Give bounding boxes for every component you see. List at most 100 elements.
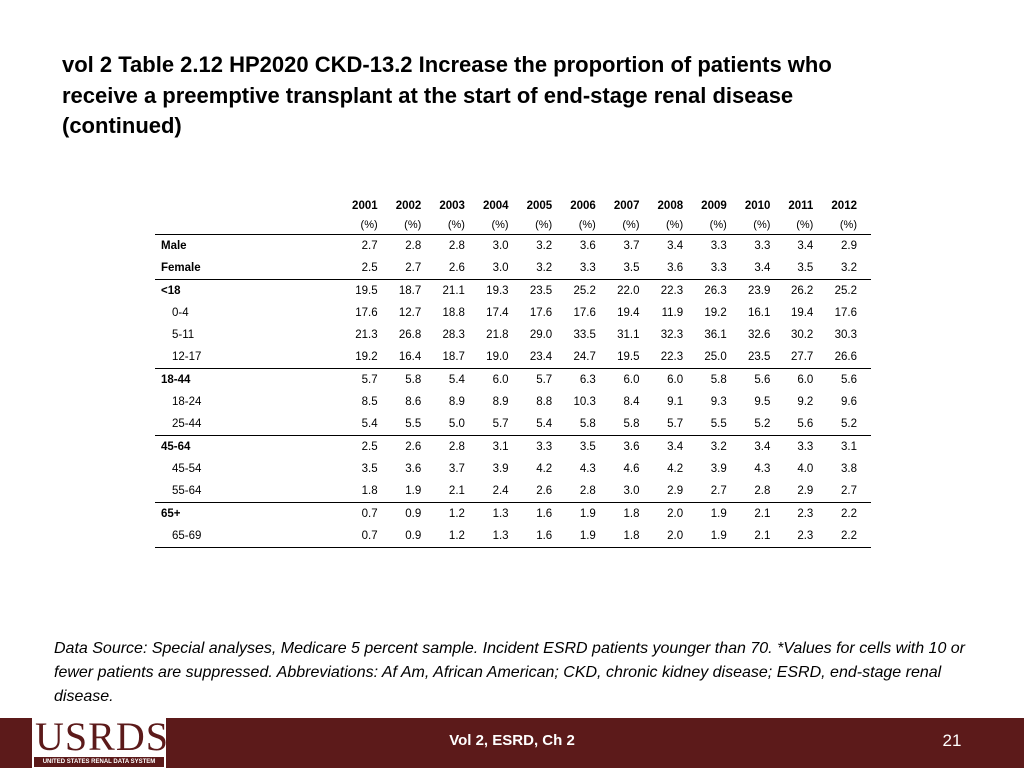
unit-header: (%) [653,216,698,235]
table-cell: 19.4 [617,307,640,319]
table-cell: 9.3 [710,396,727,408]
row-label: Female [161,262,201,274]
table-cell: 19.5 [617,351,640,363]
table-cell: 16.1 [748,307,771,319]
table-cell: 26.3 [697,279,741,302]
table-cell: 5.7 [492,418,509,430]
table-cell: 2.9 [667,485,684,497]
unit-header: (%) [566,216,610,235]
table-cell: 3.4 [653,435,698,458]
table-cell: 0.7 [348,525,392,548]
table-cell: 8.9 [448,396,465,408]
table-cell: 3.9 [492,463,509,475]
table-cell: 3.8 [841,463,857,475]
year-header: 2008 [657,200,684,212]
year-header: 2012 [831,200,857,212]
usrds-logo: USRDS UNITED STATES RENAL DATA SYSTEM [32,713,169,768]
table-cell: 6.0 [478,368,523,391]
table-cell: 2.5 [348,435,392,458]
table-cell: 17.6 [573,307,596,319]
table-cell: 5.4 [435,368,479,391]
row-label: 55-64 [172,485,202,497]
table-cell: 3.2 [536,240,553,252]
table-cell: 3.3 [754,240,771,252]
table-cell: 1.6 [522,502,567,525]
table-cell: 10.3 [573,396,596,408]
table-cell: 1.3 [478,525,523,548]
table-cell: 19.3 [478,279,523,302]
table-cell: 5.4 [536,418,553,430]
page-number: 21 [942,731,962,750]
logo-text: USRDS [35,714,169,759]
table-body: Male 2.7 2.8 2.8 3.0 3.2 3.6 3.7 3.4 3.3 3.3 3.4 2.9… [155,235,871,548]
table-cell: 2.8 [435,435,479,458]
footer-bar [0,718,1024,768]
table-cell: 6.3 [566,368,610,391]
table-cell: 1.8 [609,502,654,525]
year-header: 2001 [352,200,378,212]
table-cell: 3.0 [492,240,509,252]
table-cell: 8.4 [623,396,640,408]
row-label: 45-54 [172,463,202,475]
row-label: 65+ [155,502,348,525]
table-cell: 0.9 [391,502,436,525]
year-header: 2005 [526,200,553,212]
row-label: Male [161,240,187,252]
table-cell: 3.1 [827,435,871,458]
table-row: 0-4 17.6 12.7 18.8 17.4 17.6 17.6 19.4 11.9 19.2 1… [155,302,871,324]
table-cell: 2.1 [448,485,465,497]
table-row: 65+ 0.7 0.9 1.2 1.3 1.6 1.9 1.8 2.0 1.9 2.1 2.3 2.2 [155,502,871,525]
table-cell: 2.8 [448,240,465,252]
table-cell: 3.1 [478,435,523,458]
table-cell: 5.2 [841,418,857,430]
table-cell: 3.3 [784,435,828,458]
table-row: Male 2.7 2.8 2.8 3.0 3.2 3.6 3.7 3.4 3.3 3.3 3.4 2.9 [155,235,871,258]
unit-header: (%) [827,216,871,235]
year-header: 2006 [570,200,596,212]
table-cell: 2.6 [448,262,465,274]
table-cell: 5.8 [579,418,596,430]
table-cell: 2.8 [754,485,771,497]
table-cell: 3.4 [797,240,814,252]
row-label: 25-44 [172,418,202,430]
header-unit-row: (%) (%) (%) (%) (%) (%) (%) (%) (%) (%) (%) (%) [155,216,871,235]
table-cell: 3.9 [710,463,727,475]
table-cell: 1.6 [522,525,567,548]
table-cell: 2.2 [827,502,871,525]
table-cell: 1.9 [566,502,610,525]
table-cell: 17.6 [529,307,553,319]
table-cell: 3.4 [667,240,684,252]
table-row: 55-64 1.8 1.9 2.1 2.4 2.6 2.8 3.0 2.9 2.7 2.8 2.9 2.… [155,480,871,503]
table-cell: 3.4 [740,435,785,458]
table-cell: 3.3 [522,435,567,458]
table-cell: 3.5 [797,262,814,274]
table-cell: 1.9 [697,525,741,548]
table-row: 5-11 21.3 26.8 28.3 21.8 29.0 33.5 31.1 32.3 36.1… [155,324,871,346]
data-table-container: 2001 2002 2003 2004 2005 2006 2007 2008 2009 2010… [155,196,871,548]
table-cell: 18.8 [442,307,465,319]
table-row: 12-17 19.2 16.4 18.7 19.0 23.4 24.7 19.5 22.3 25.… [155,346,871,369]
table-cell: 3.6 [609,435,654,458]
table-cell: 9.6 [841,396,857,408]
row-label: <18 [155,279,348,302]
table-cell: 19.4 [790,307,814,319]
table-cell: 4.0 [797,463,814,475]
table-cell: 28.3 [442,329,465,341]
table-cell: 24.7 [573,351,596,363]
table-cell: 26.8 [398,329,422,341]
table-cell: 2.8 [405,240,422,252]
table-cell: 5.7 [522,368,567,391]
year-header: 2003 [439,200,465,212]
unit-header: (%) [697,216,741,235]
table-cell: 5.6 [797,418,814,430]
table-cell: 0.9 [391,525,436,548]
unit-blank-cell [155,216,348,235]
table-cell: 3.2 [697,435,741,458]
table-cell: 33.5 [573,329,596,341]
table-cell: 32.6 [748,329,771,341]
table-cell: 1.9 [405,485,422,497]
table-cell: 2.8 [579,485,596,497]
table-cell: 3.7 [623,240,640,252]
table-row: 18-44 5.7 5.8 5.4 6.0 5.7 6.3 6.0 6.0 5.8 5.6 6.0 5.… [155,368,871,391]
year-header: 2002 [395,200,422,212]
